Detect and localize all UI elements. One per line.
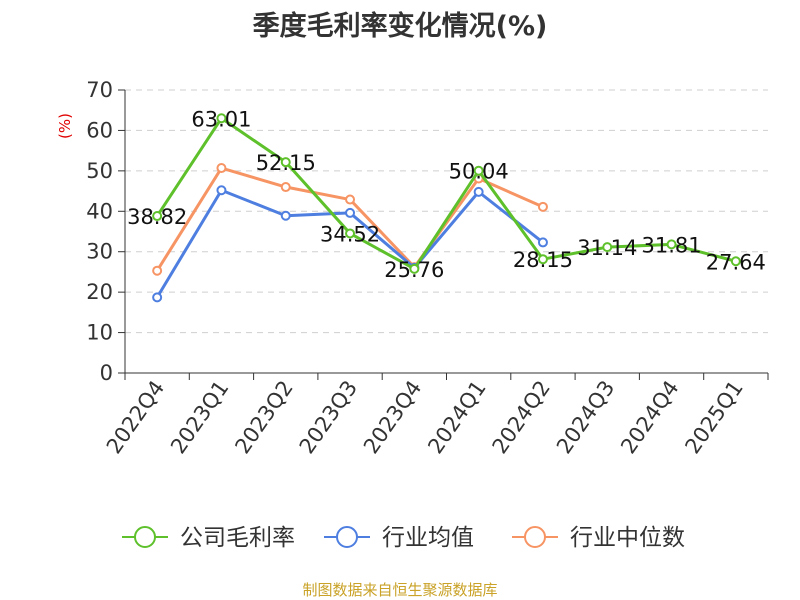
data-point (537, 254, 548, 265)
y-tick-label: 10 (86, 321, 113, 345)
x-tick-label: 2023Q1 (166, 376, 233, 458)
x-tick-label: 2023Q4 (359, 376, 426, 458)
gridlines (125, 89, 768, 334)
data-label: 31.14 (577, 236, 637, 260)
data-label: 52.15 (256, 151, 316, 175)
data-point (152, 265, 163, 276)
chart-title: 季度毛利率变化情况(%) (253, 10, 548, 42)
data-point (730, 256, 741, 267)
legend-swatch-marker (336, 526, 358, 548)
data-point (216, 163, 227, 174)
data-point (345, 207, 356, 218)
data-point (409, 263, 420, 274)
x-tick-label: 2024Q2 (488, 376, 555, 458)
data-point (280, 210, 291, 221)
x-tick-label: 2022Q4 (102, 376, 169, 458)
data-point (152, 211, 163, 222)
x-tick-label: 2024Q4 (616, 376, 683, 458)
data-point (537, 201, 548, 212)
legend-label: 公司毛利率 (180, 525, 295, 551)
data-point (473, 165, 484, 176)
y-tick-label: 40 (86, 199, 113, 223)
data-point (345, 228, 356, 239)
data-point (152, 292, 163, 303)
y-tick-label: 70 (86, 78, 113, 102)
data-point (345, 194, 356, 205)
y-tick-label: 30 (86, 240, 113, 264)
data-label: 63.01 (191, 107, 251, 131)
data-point (216, 185, 227, 196)
legend-label: 行业中位数 (570, 525, 685, 551)
legend-swatch-marker (524, 526, 546, 548)
data-point (537, 237, 548, 248)
data-point (473, 186, 484, 197)
data-point (666, 239, 677, 250)
y-axis-label: (%) (56, 113, 74, 139)
data-label: 27.64 (706, 250, 766, 274)
series-line (155, 116, 737, 271)
x-tick-label: 2025Q1 (680, 376, 747, 458)
data-point (280, 182, 291, 193)
x-tick-label: 2023Q2 (230, 376, 297, 458)
series-lines (152, 113, 741, 303)
data-label: 31.81 (641, 233, 701, 257)
y-tick-label: 50 (86, 159, 113, 183)
x-tick-label: 2024Q3 (552, 376, 619, 458)
y-tick-label: 60 (86, 118, 113, 142)
source-note: 制图数据来自恒生聚源数据库 (302, 581, 497, 599)
data-label: 50.04 (449, 160, 509, 184)
x-tick-label: 2023Q3 (295, 376, 362, 458)
data-label: 38.82 (127, 205, 187, 229)
data-label: 25.76 (384, 258, 444, 282)
legend-swatch-marker (134, 526, 156, 548)
data-point (216, 113, 227, 124)
x-tick-label: 2024Q1 (423, 376, 490, 458)
y-tick-label: 20 (86, 280, 113, 304)
data-point (602, 242, 613, 253)
data-label: 34.52 (320, 222, 380, 246)
data-point (280, 157, 291, 168)
data-label: 28.15 (513, 248, 573, 272)
legend-label: 行业均值 (382, 525, 474, 551)
legend: 公司毛利率 行业均值 行业中位数 (122, 525, 685, 551)
y-tick-label: 0 (100, 361, 113, 385)
